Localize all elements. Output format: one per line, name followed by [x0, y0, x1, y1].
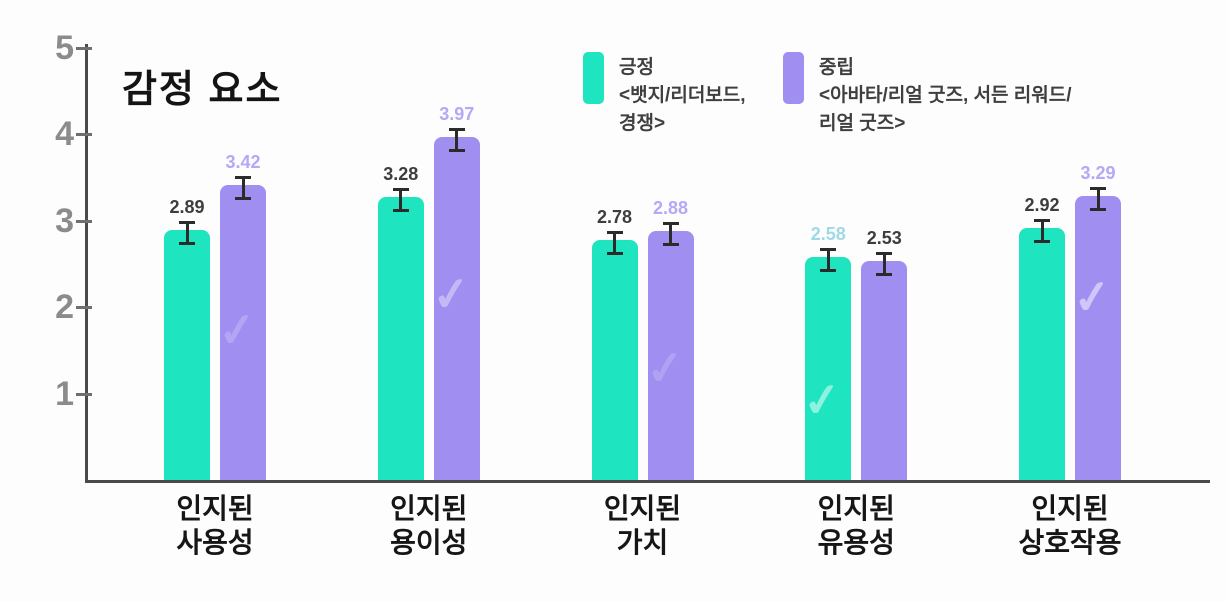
- x-axis-label-line: 인지된: [176, 493, 254, 524]
- y-tick-label: 4: [55, 115, 74, 154]
- bar-중립-4: [1075, 195, 1121, 480]
- error-bar: [1090, 186, 1106, 211]
- legend-item-중립: 중립 <아바타/리얼 굿즈, 서든 리워드/리얼 굿즈>: [783, 52, 1213, 138]
- y-tick-label: 1: [55, 374, 74, 413]
- x-axis-label-line: 인지된: [817, 493, 895, 524]
- legend-text-line: 중립: [819, 57, 854, 78]
- legend-item-긍정: 긍정 <뱃지/리더보드, 경쟁>: [583, 52, 783, 138]
- error-bar: [448, 127, 465, 152]
- x-axis-label-line: 인지된: [390, 493, 468, 524]
- x-axis-label-line: 사용성: [176, 527, 254, 558]
- x-axis-label: 인지된 용이성: [317, 492, 541, 560]
- x-axis-label: 인지된 상호작용: [958, 492, 1182, 560]
- error-bar: [392, 187, 409, 212]
- bar-중립-1: [433, 136, 480, 480]
- chart-title: 감정 요소: [122, 69, 283, 111]
- y-tick-label: 5: [55, 29, 74, 67]
- y-tick-mark: [76, 306, 92, 310]
- x-axis: [85, 480, 1210, 483]
- x-axis-label-line: 유용성: [817, 527, 895, 558]
- legend: 긍정 <뱃지/리더보드, 경쟁> 중립 <아바타/리얼 굿즈, 서든 리워드/리얼 굿즈…: [583, 52, 1213, 138]
- legend-text-line: 경쟁>: [619, 113, 666, 134]
- bar-중립-3: [861, 261, 908, 480]
- error-bar: [662, 222, 679, 247]
- value-label: 2.58: [810, 224, 846, 245]
- value-label: 2.88: [652, 198, 689, 219]
- legend-text-line: 리얼 굿즈>: [819, 113, 906, 134]
- x-axis-label: 인지된 유용성: [744, 492, 968, 560]
- value-label: 2.78: [596, 206, 633, 227]
- error-bar: [606, 230, 623, 255]
- x-axis-label-line: 인지된: [603, 493, 682, 524]
- y-tick-mark: [76, 219, 92, 223]
- x-axis-label-line: 용이성: [390, 527, 468, 558]
- y-axis: [85, 44, 88, 483]
- bar-긍정-1: [377, 196, 424, 480]
- y-tick-label: 2: [55, 288, 74, 327]
- y-tick-mark: [76, 392, 92, 396]
- value-label: 2.92: [1024, 194, 1060, 215]
- legend-text-line: 긍정: [619, 57, 654, 78]
- value-label: 3.28: [383, 163, 419, 184]
- error-bar: [876, 252, 893, 277]
- value-label: 3.97: [439, 103, 475, 124]
- bar-긍정-4: [1019, 227, 1065, 480]
- error-bar: [235, 175, 251, 200]
- value-label: 3.29: [1080, 162, 1116, 183]
- error-bar: [820, 248, 837, 273]
- bar-긍정-2: [591, 239, 638, 480]
- bar-긍정-0: [164, 230, 210, 480]
- y-tick-mark: [76, 133, 92, 137]
- x-axis-label: 인지된 사용성: [103, 492, 327, 560]
- legend-text-line: <뱃지/리더보드,: [619, 85, 746, 106]
- x-axis-label: 인지된 가치: [531, 492, 755, 560]
- x-axis-label-line: 가치: [616, 527, 669, 558]
- legend-swatch: [583, 52, 604, 104]
- value-label: 2.89: [169, 197, 205, 218]
- error-bar: [1034, 218, 1050, 243]
- value-label: 2.53: [866, 228, 902, 249]
- legend-text: 긍정 <뱃지/리더보드, 경쟁>: [619, 52, 746, 138]
- x-axis-label-line: 상호작용: [1018, 527, 1122, 558]
- bar-중립-2: [647, 231, 694, 480]
- x-axis-label-line: 인지된: [1031, 493, 1109, 524]
- bar-긍정-3: [805, 257, 852, 480]
- y-tick-label: 3: [55, 201, 74, 240]
- bar-중립-0: [220, 184, 266, 480]
- error-bar: [179, 221, 195, 246]
- legend-text-line: <아바타/리얼 굿즈, 서든 리워드/: [819, 85, 1072, 106]
- y-tick-mark: [76, 47, 92, 50]
- legend-text: 중립 <아바타/리얼 굿즈, 서든 리워드/리얼 굿즈>: [819, 52, 1072, 138]
- value-label: 3.42: [225, 151, 261, 172]
- legend-swatch: [783, 52, 804, 104]
